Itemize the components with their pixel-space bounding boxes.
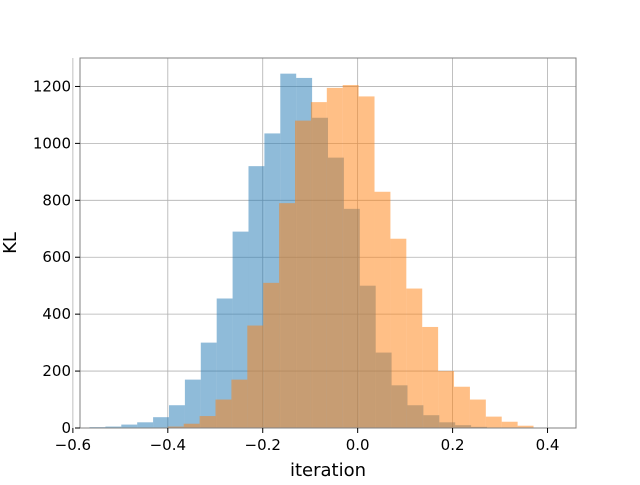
- y-tick-label: 600: [42, 248, 71, 266]
- x-tick-label: 0.2: [441, 436, 465, 454]
- y-tick-label: 1200: [33, 77, 71, 95]
- histogram-bar: [374, 191, 391, 428]
- histogram-bar: [517, 425, 534, 428]
- histogram-bar: [406, 288, 423, 428]
- histogram-bar: [310, 102, 327, 428]
- histogram-bar: [295, 120, 311, 428]
- histogram-series-2: [167, 85, 534, 429]
- histogram-bar: [279, 203, 296, 428]
- histogram-bar: [342, 85, 359, 429]
- x-tick-label: −0.2: [245, 436, 281, 454]
- histogram-bar: [485, 416, 502, 428]
- plot-frame: [79, 57, 577, 429]
- histogram-bar: [168, 405, 185, 428]
- x-tick-label: 0.4: [536, 436, 560, 454]
- histogram-bar: [326, 87, 343, 428]
- y-tick-label: 0: [61, 419, 71, 437]
- y-tick-label: 400: [42, 305, 71, 323]
- histogram-bar: [501, 421, 518, 428]
- y-tick-label: 1000: [33, 134, 71, 152]
- histogram-bar: [167, 426, 184, 428]
- x-tick-label: 0.0: [346, 436, 370, 454]
- histogram-bar: [263, 282, 280, 428]
- x-tick-label: −0.6: [55, 436, 91, 454]
- histogram-bar: [247, 325, 264, 428]
- y-tick-label: 200: [42, 362, 71, 380]
- histogram-bar: [422, 326, 439, 428]
- histogram-bars: [89, 73, 534, 429]
- histogram-bar: [137, 422, 154, 428]
- histogram-bar: [199, 416, 216, 428]
- histogram-bar: [438, 371, 455, 428]
- histogram-bar: [215, 399, 232, 428]
- histogram-bar: [121, 424, 138, 428]
- histogram-bar: [358, 96, 375, 428]
- x-axis-ticks: −0.6 −0.4 −0.2 0.0 0.2 0.4: [55, 428, 560, 454]
- y-axis-label: KL: [0, 232, 21, 254]
- histogram-bar: [231, 379, 248, 428]
- histogram-bar: [454, 386, 470, 428]
- x-axis-label: iteration: [290, 460, 366, 480]
- histogram-bar: [153, 417, 169, 428]
- y-tick-label: 800: [42, 191, 71, 209]
- histogram-bar: [105, 426, 122, 428]
- histogram-bar: [390, 238, 407, 428]
- x-tick-label: −0.4: [150, 436, 186, 454]
- histogram-bar: [216, 298, 233, 428]
- histogram-bar: [200, 342, 217, 428]
- y-axis-ticks: 0 200 400 600 800 1000 1200: [33, 77, 80, 437]
- histogram-bar: [183, 423, 200, 428]
- histogram-bar: [184, 379, 201, 428]
- histogram-bar: [232, 231, 249, 428]
- histogram-bar: [469, 399, 486, 428]
